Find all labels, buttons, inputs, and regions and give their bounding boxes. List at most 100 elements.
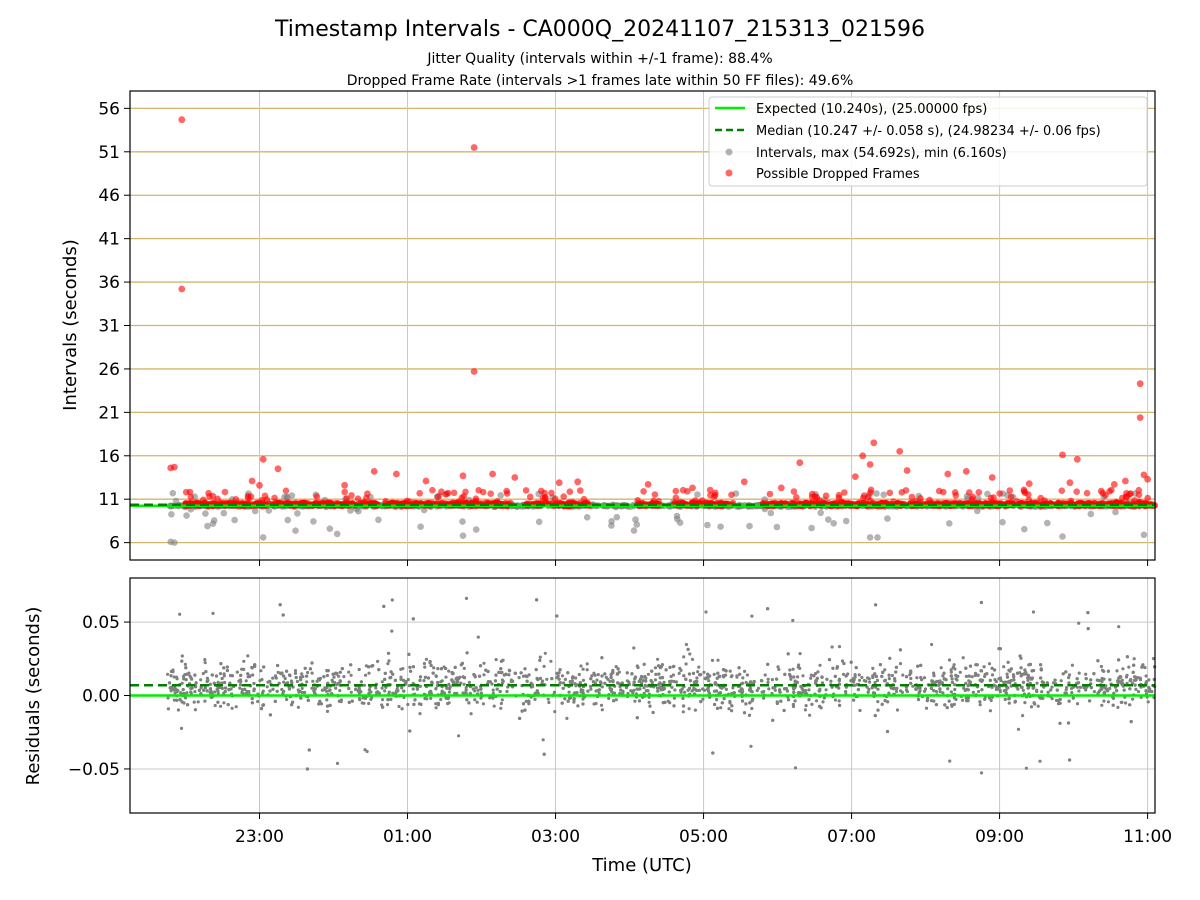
residual-point <box>682 704 686 708</box>
residual-point <box>1019 666 1023 670</box>
residual-point <box>773 688 777 692</box>
residual-point <box>646 672 651 676</box>
dropped-frame-point <box>462 488 469 496</box>
residual-point <box>474 686 478 690</box>
dropped-frame-point <box>429 486 436 494</box>
residual-point <box>612 699 616 703</box>
interval-point <box>767 509 775 517</box>
residual-point <box>916 664 920 668</box>
residual-point <box>500 698 504 702</box>
x-tick-label: 11:00 <box>1123 827 1172 847</box>
residual-point <box>962 686 966 690</box>
residual-point <box>374 686 378 690</box>
residual-point <box>1055 688 1059 692</box>
residual-point <box>793 699 797 703</box>
residual-point <box>853 675 857 679</box>
interval-point <box>169 489 177 497</box>
residual-point <box>282 674 286 678</box>
residual-point <box>644 689 649 693</box>
residual-point <box>434 687 438 691</box>
residual-point <box>347 680 351 684</box>
residual-point <box>1040 680 1044 684</box>
residual-point <box>211 611 215 616</box>
dropped-frame-point <box>796 459 804 467</box>
residual-point <box>412 702 416 707</box>
residual-point <box>243 687 247 692</box>
residual-point <box>279 671 283 675</box>
residual-point <box>597 691 601 695</box>
residual-point <box>408 729 412 733</box>
residual-point <box>778 688 782 692</box>
residual-point <box>1039 668 1043 672</box>
residual-point <box>1013 699 1018 704</box>
interval-point <box>168 511 175 518</box>
residual-point <box>594 689 598 693</box>
residual-point <box>540 679 545 683</box>
residual-point <box>1003 680 1007 684</box>
residual-point <box>1077 671 1081 675</box>
x-tick-label: 09:00 <box>975 827 1024 847</box>
intervals-y-tick-label: 36 <box>98 273 120 293</box>
dropped-frame-point <box>470 368 478 375</box>
dropped-frame-point <box>1140 471 1148 479</box>
residual-point <box>860 675 864 680</box>
residual-point <box>400 707 404 711</box>
residual-point <box>178 612 182 616</box>
residual-point <box>643 675 647 679</box>
residual-point <box>937 683 941 687</box>
residual-point <box>208 687 213 691</box>
residual-point <box>1030 676 1034 680</box>
residual-point <box>591 680 596 684</box>
residual-point <box>973 673 977 678</box>
residual-point <box>724 687 729 692</box>
residual-point <box>590 674 594 678</box>
dropped-frame-point <box>422 477 430 485</box>
residual-point <box>1032 701 1036 705</box>
residual-point <box>557 677 561 681</box>
residual-point <box>499 706 503 710</box>
residual-point <box>1143 666 1147 670</box>
residual-point <box>603 681 607 686</box>
dropped-frame-point <box>896 448 904 455</box>
residual-point <box>431 671 435 675</box>
dropped-frame-point <box>526 493 534 501</box>
residual-point <box>376 690 380 694</box>
dropped-frame-point <box>1083 489 1091 497</box>
residual-point <box>610 671 615 675</box>
residual-point <box>240 667 244 671</box>
residual-point <box>1103 691 1107 695</box>
residual-point <box>203 699 207 703</box>
residual-point <box>1070 691 1074 695</box>
residual-point <box>1108 686 1112 691</box>
residual-point <box>838 703 842 708</box>
interval-point <box>633 521 641 528</box>
residual-point <box>500 678 504 682</box>
residual-point <box>434 706 438 710</box>
residual-point <box>411 665 415 669</box>
residual-point <box>411 617 415 621</box>
residual-point <box>648 704 652 708</box>
residual-point <box>1041 696 1045 700</box>
residual-point <box>1005 680 1010 684</box>
residual-point <box>367 671 371 675</box>
residual-point <box>677 671 681 676</box>
residual-point <box>867 687 871 692</box>
residual-point <box>855 683 859 687</box>
residual-point <box>1075 685 1079 689</box>
residual-point <box>337 699 341 703</box>
residual-point <box>434 674 438 678</box>
legend-dropped-swatch <box>725 169 733 177</box>
residual-point <box>225 665 229 669</box>
residual-point <box>1144 674 1148 678</box>
residual-point <box>362 683 366 687</box>
residual-point <box>478 664 483 668</box>
residual-point <box>262 665 266 669</box>
dropped-frame-point <box>221 488 229 496</box>
residual-point <box>951 665 955 670</box>
residual-point <box>883 699 887 703</box>
residual-point <box>447 690 451 694</box>
residual-point <box>1117 625 1121 629</box>
residual-point <box>791 667 795 671</box>
residual-point <box>189 690 193 694</box>
residual-point <box>274 676 278 680</box>
